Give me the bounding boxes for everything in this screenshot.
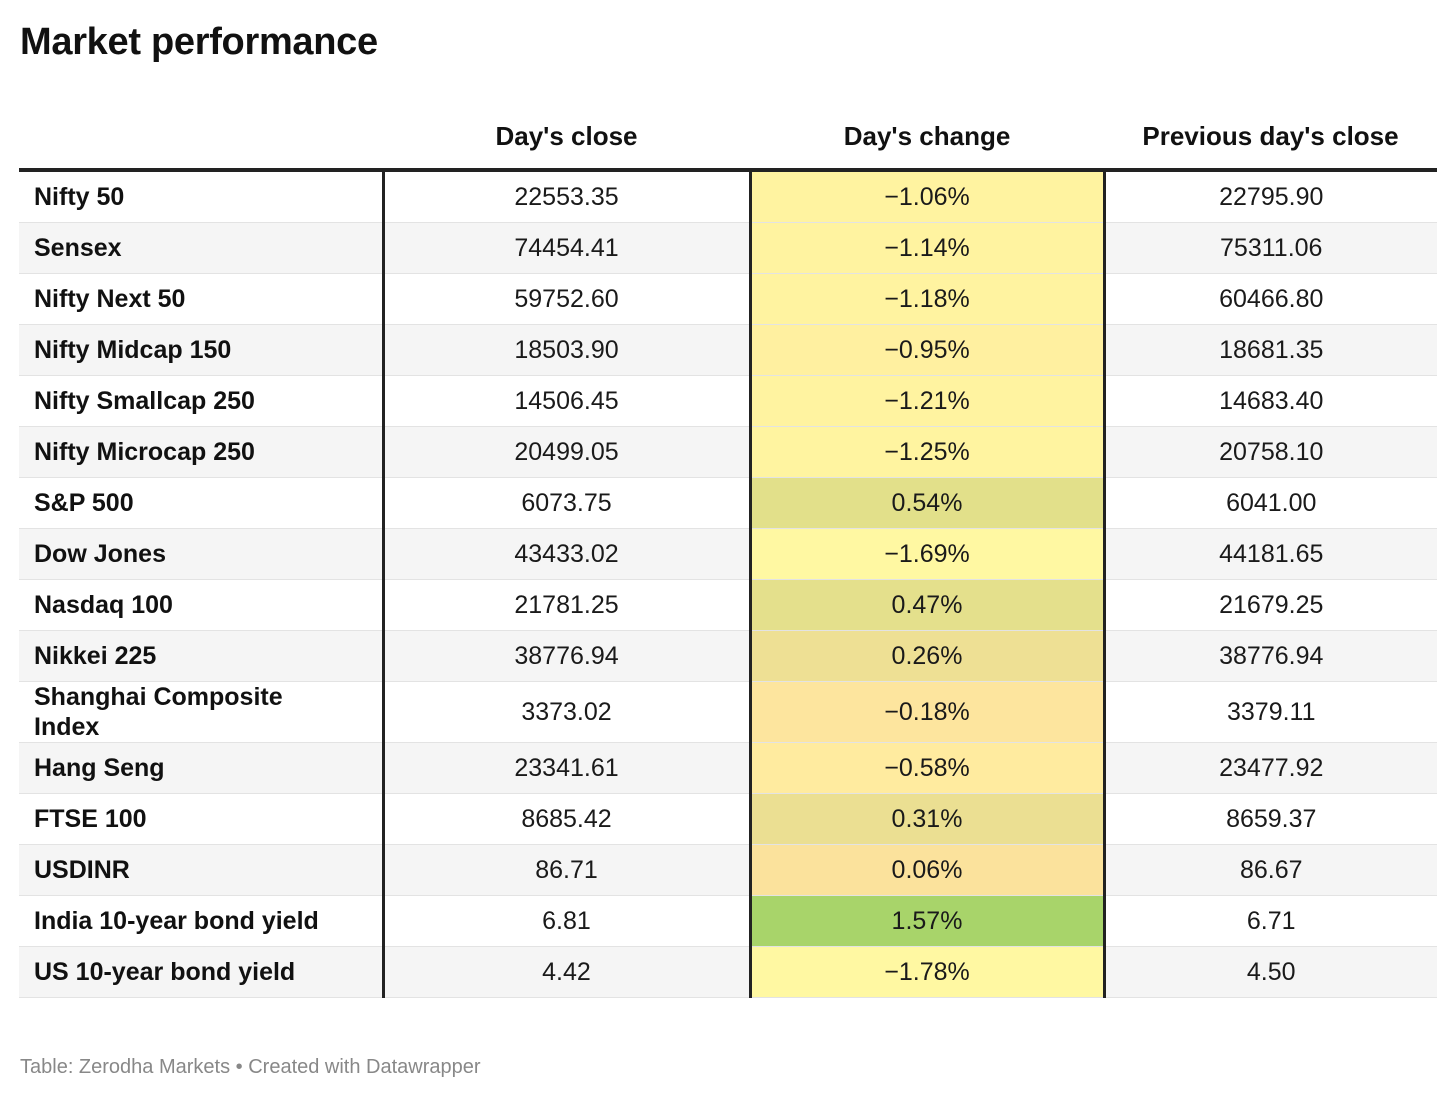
table-row: Sensex 74454.41 −1.14% 75311.06: [19, 222, 1437, 274]
previous-close-cell: 23477.92: [1104, 742, 1437, 794]
index-name-cell: Nifty 50: [19, 170, 383, 223]
days-close-cell: 59752.60: [381, 273, 752, 325]
index-name-cell: Nifty Smallcap 250: [19, 375, 383, 427]
header-days-change: Day's change: [750, 104, 1104, 172]
days-close-cell: 86.71: [381, 844, 752, 896]
days-close-cell: 22553.35: [381, 170, 752, 223]
previous-close-cell: 22795.90: [1104, 170, 1437, 223]
table-row: Nikkei 225 38776.94 0.26% 38776.94: [19, 630, 1437, 682]
table-row: Dow Jones 43433.02 −1.69% 44181.65: [19, 528, 1437, 580]
index-name-cell: Nifty Microcap 250: [19, 426, 383, 478]
table-header: Day's close Day's change Previous day's …: [19, 104, 1437, 172]
previous-close-cell: 38776.94: [1104, 630, 1437, 682]
table-row: Shanghai Composite Index 3373.02 −0.18% 337…: [19, 681, 1437, 743]
days-change-cell: 1.57%: [750, 895, 1106, 947]
previous-close-cell: 8659.37: [1104, 793, 1437, 845]
days-change-cell: −0.18%: [750, 681, 1106, 743]
index-name-cell: Nifty Midcap 150: [19, 324, 383, 376]
days-close-cell: 6.81: [381, 895, 752, 947]
previous-close-cell: 86.67: [1104, 844, 1437, 896]
days-close-cell: 43433.02: [381, 528, 752, 580]
previous-close-cell: 20758.10: [1104, 426, 1437, 478]
header-index: [19, 104, 383, 172]
days-change-cell: −1.06%: [750, 170, 1106, 223]
index-name-cell: FTSE 100: [19, 793, 383, 845]
days-close-cell: 23341.61: [381, 742, 752, 794]
days-close-cell: 14506.45: [381, 375, 752, 427]
table-row: Nifty 50 22553.35 −1.06% 22795.90: [19, 170, 1437, 223]
days-close-cell: 8685.42: [381, 793, 752, 845]
index-name-cell: USDINR: [19, 844, 383, 896]
source-footer: Table: Zerodha Markets • Created with Da…: [20, 1056, 481, 1078]
header-row: Day's close Day's change Previous day's …: [19, 104, 1437, 172]
index-name-cell: Nikkei 225: [19, 630, 383, 682]
days-change-cell: −1.14%: [750, 222, 1106, 274]
days-change-cell: 0.54%: [750, 477, 1106, 529]
page-title: Market performance: [20, 21, 378, 63]
previous-close-cell: 6041.00: [1104, 477, 1437, 529]
index-name-cell: Dow Jones: [19, 528, 383, 580]
table-row: Nifty Smallcap 250 14506.45 −1.21% 14683.40: [19, 375, 1437, 427]
days-change-cell: −1.25%: [750, 426, 1106, 478]
previous-close-cell: 6.71: [1104, 895, 1437, 947]
days-close-cell: 74454.41: [381, 222, 752, 274]
days-change-cell: −0.95%: [750, 324, 1106, 376]
index-name-cell: Hang Seng: [19, 742, 383, 794]
days-change-cell: −0.58%: [750, 742, 1106, 794]
days-change-cell: 0.26%: [750, 630, 1106, 682]
table-row: India 10-year bond yield 6.81 1.57% 6.71: [19, 895, 1437, 947]
days-close-cell: 21781.25: [381, 579, 752, 631]
table-row: Hang Seng 23341.61 −0.58% 23477.92: [19, 742, 1437, 794]
days-change-cell: −1.18%: [750, 273, 1106, 325]
days-close-cell: 18503.90: [381, 324, 752, 376]
index-name-cell: Sensex: [19, 222, 383, 274]
table-row: Nifty Midcap 150 18503.90 −0.95% 18681.35: [19, 324, 1437, 376]
days-close-cell: 3373.02: [381, 681, 752, 743]
market-table-container: Day's close Day's change Previous day's …: [19, 104, 1437, 998]
table-row: USDINR 86.71 0.06% 86.67: [19, 844, 1437, 896]
header-previous-close: Previous day's close: [1104, 104, 1437, 172]
index-name-cell: India 10-year bond yield: [19, 895, 383, 947]
index-name-cell: Nasdaq 100: [19, 579, 383, 631]
index-name-cell: S&P 500: [19, 477, 383, 529]
previous-close-cell: 60466.80: [1104, 273, 1437, 325]
table-row: US 10-year bond yield 4.42 −1.78% 4.50: [19, 946, 1437, 998]
days-change-cell: 0.31%: [750, 793, 1106, 845]
days-change-cell: −1.78%: [750, 946, 1106, 998]
table-body: Nifty 50 22553.35 −1.06% 22795.90 Sensex 7445…: [19, 170, 1437, 998]
previous-close-cell: 21679.25: [1104, 579, 1437, 631]
previous-close-cell: 18681.35: [1104, 324, 1437, 376]
previous-close-cell: 4.50: [1104, 946, 1437, 998]
days-change-cell: 0.47%: [750, 579, 1106, 631]
days-close-cell: 20499.05: [381, 426, 752, 478]
index-name-cell: Shanghai Composite Index: [19, 681, 383, 743]
days-close-cell: 6073.75: [381, 477, 752, 529]
days-close-cell: 38776.94: [381, 630, 752, 682]
days-change-cell: −1.69%: [750, 528, 1106, 580]
days-change-cell: −1.21%: [750, 375, 1106, 427]
table-row: S&P 500 6073.75 0.54% 6041.00: [19, 477, 1437, 529]
table-row: Nifty Microcap 250 20499.05 −1.25% 20758.10: [19, 426, 1437, 478]
previous-close-cell: 75311.06: [1104, 222, 1437, 274]
days-close-cell: 4.42: [381, 946, 752, 998]
market-performance-table: Day's close Day's change Previous day's …: [19, 104, 1437, 998]
previous-close-cell: 14683.40: [1104, 375, 1437, 427]
table-row: Nasdaq 100 21781.25 0.47% 21679.25: [19, 579, 1437, 631]
table-row: FTSE 100 8685.42 0.31% 8659.37: [19, 793, 1437, 845]
index-name-cell: US 10-year bond yield: [19, 946, 383, 998]
index-name-cell: Nifty Next 50: [19, 273, 383, 325]
header-days-close: Day's close: [383, 104, 750, 172]
table-row: Nifty Next 50 59752.60 −1.18% 60466.80: [19, 273, 1437, 325]
days-change-cell: 0.06%: [750, 844, 1106, 896]
previous-close-cell: 3379.11: [1104, 681, 1437, 743]
previous-close-cell: 44181.65: [1104, 528, 1437, 580]
